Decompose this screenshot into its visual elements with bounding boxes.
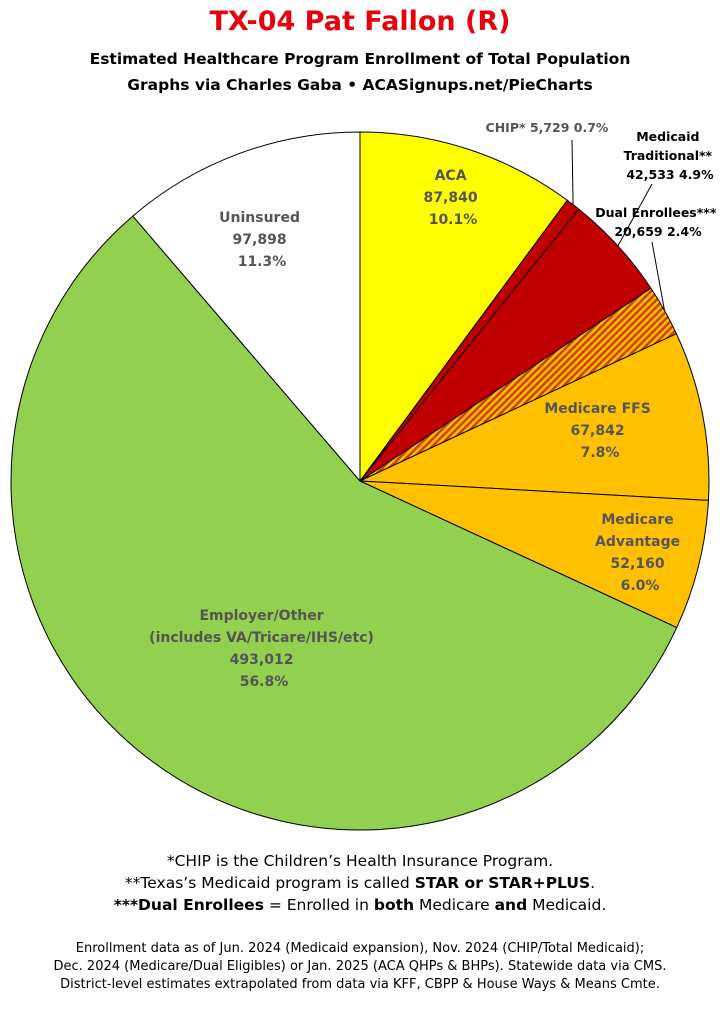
pie-slice-employer-other <box>10 215 678 831</box>
source-line-2: Dec. 2024 (Medicare/Dual Eligibles) or J… <box>53 959 667 974</box>
chart-subtitle: Estimated Healthcare Program Enrollment … <box>89 50 631 68</box>
source-line-1: Enrollment data as of Jun. 2024 (Medicai… <box>75 941 645 956</box>
pie-slice-uninsured <box>132 131 361 483</box>
source-footer: Enrollment data as of Jun. 2024 (Medicai… <box>0 940 720 994</box>
pie-slice-medicare-ffs <box>359 333 710 501</box>
pie-slice-aca <box>359 131 569 483</box>
footnote-chip: *CHIP is the Children’s Health Insurance… <box>166 852 554 870</box>
footnote-dual: ***Dual Enrollees = Enrolled in both Med… <box>113 896 607 914</box>
leader-lines <box>571 139 665 311</box>
label-medicaid: Medicaid Traditional** 42,533 4.9% <box>624 129 717 182</box>
label-chip: CHIP* 5,729 0.7% <box>486 120 609 135</box>
label-uninsured: Uninsured 97,898 11.3% <box>219 210 305 270</box>
label-medicare-advantage: Medicare Advantage 52,160 6.0% <box>595 512 685 594</box>
label-dual: Dual Enrollees*** 20,659 2.4% <box>595 205 720 239</box>
pie-chart: ACA 87,840 10.1% CHIP* 5,729 0.7% Medica… <box>10 120 720 831</box>
leader-medicaid <box>617 183 653 247</box>
chart-title: TX-04 Pat Fallon (R) <box>209 6 511 37</box>
footnote-medicaid: **Texas’s Medicaid program is called STA… <box>124 874 596 892</box>
chart-credit: Graphs via Charles Gaba • ACASignups.net… <box>127 76 593 94</box>
slice-labels: ACA 87,840 10.1% CHIP* 5,729 0.7% Medica… <box>149 120 720 690</box>
leader-dual <box>651 241 665 311</box>
label-medicare-ffs: Medicare FFS 67,842 7.8% <box>544 401 655 461</box>
footnotes: *CHIP is the Children’s Health Insurance… <box>0 850 720 916</box>
label-employer-other: Employer/Other (includes VA/Tricare/IHS/… <box>149 608 379 690</box>
source-line-3: District-level estimates extrapolated fr… <box>60 977 660 992</box>
pie-slices <box>10 131 710 831</box>
pie-slice-medicare-advantage <box>359 480 709 629</box>
label-aca: ACA 87,840 10.1% <box>424 168 483 228</box>
leader-chip <box>571 139 574 205</box>
